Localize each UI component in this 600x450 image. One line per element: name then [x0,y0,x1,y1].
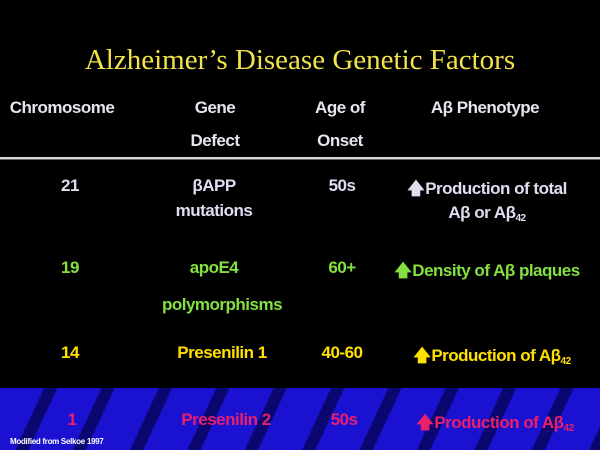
row-2-phenotype-text: Density of Aβ plaques [412,261,580,280]
row-1-gene: βAPP [192,176,236,195]
row-3-chromosome: 14 [61,343,79,362]
header-gene-1: Gene [194,98,236,117]
up-arrow-icon: 🡅 [416,413,434,432]
blue-striped-band [0,388,600,450]
row-1-gene-2: mutations [175,201,253,220]
header-divider [0,157,600,160]
subscript: 42 [560,356,572,367]
row-2-gene: apoE4 [189,258,239,277]
header-age-1: Age of [315,98,365,117]
row-2-phenotype: 🡅Density of Aβ plaques [394,258,580,287]
row-4-phenotype: 🡅Production of Aβ42 [416,410,575,439]
row-4-chromosome: 1 [67,410,77,429]
row-3-phenotype: 🡅Production of Aβ42 [413,343,572,372]
row-2-gene-2: polymorphisms [161,295,283,314]
header-phenotype: Aβ Phenotype [430,98,540,117]
row-1-phenotype: 🡅Production of total [407,176,567,205]
row-1-chromosome: 21 [61,176,79,195]
row-4-age: 50s [330,410,358,429]
footnote: Modified from Selkoe 1997 [10,437,104,446]
header-age-2: Onset [317,131,363,150]
row-4-gene: Presenilin 2 [181,410,271,429]
row-3-phenotype-text: Production of Aβ [431,346,561,365]
row-1-phenotype-2: Aβ or Aβ42 [448,203,527,224]
up-arrow-icon: 🡅 [407,179,425,198]
up-arrow-icon: 🡅 [394,261,412,280]
row-1-phenotype-text: Production of total [425,179,567,198]
row-2-age: 60+ [328,258,356,277]
slide-title: Alzheimer’s Disease Genetic Factors [84,44,516,76]
header-gene-2: Defect [190,131,240,150]
header-chromosome: Chromosome [9,98,115,117]
row-2-chromosome: 19 [61,258,79,277]
up-arrow-icon: 🡅 [413,346,431,365]
row-1-phenotype-2-text: Aβ or Aβ [448,203,516,222]
subscript: 42 [563,423,575,434]
subscript: 42 [515,213,527,224]
row-3-gene: Presenilin 1 [177,343,267,362]
row-3-age: 40-60 [321,343,363,362]
row-4-phenotype-text: Production of Aβ [434,413,564,432]
row-1-age: 50s [328,176,356,195]
